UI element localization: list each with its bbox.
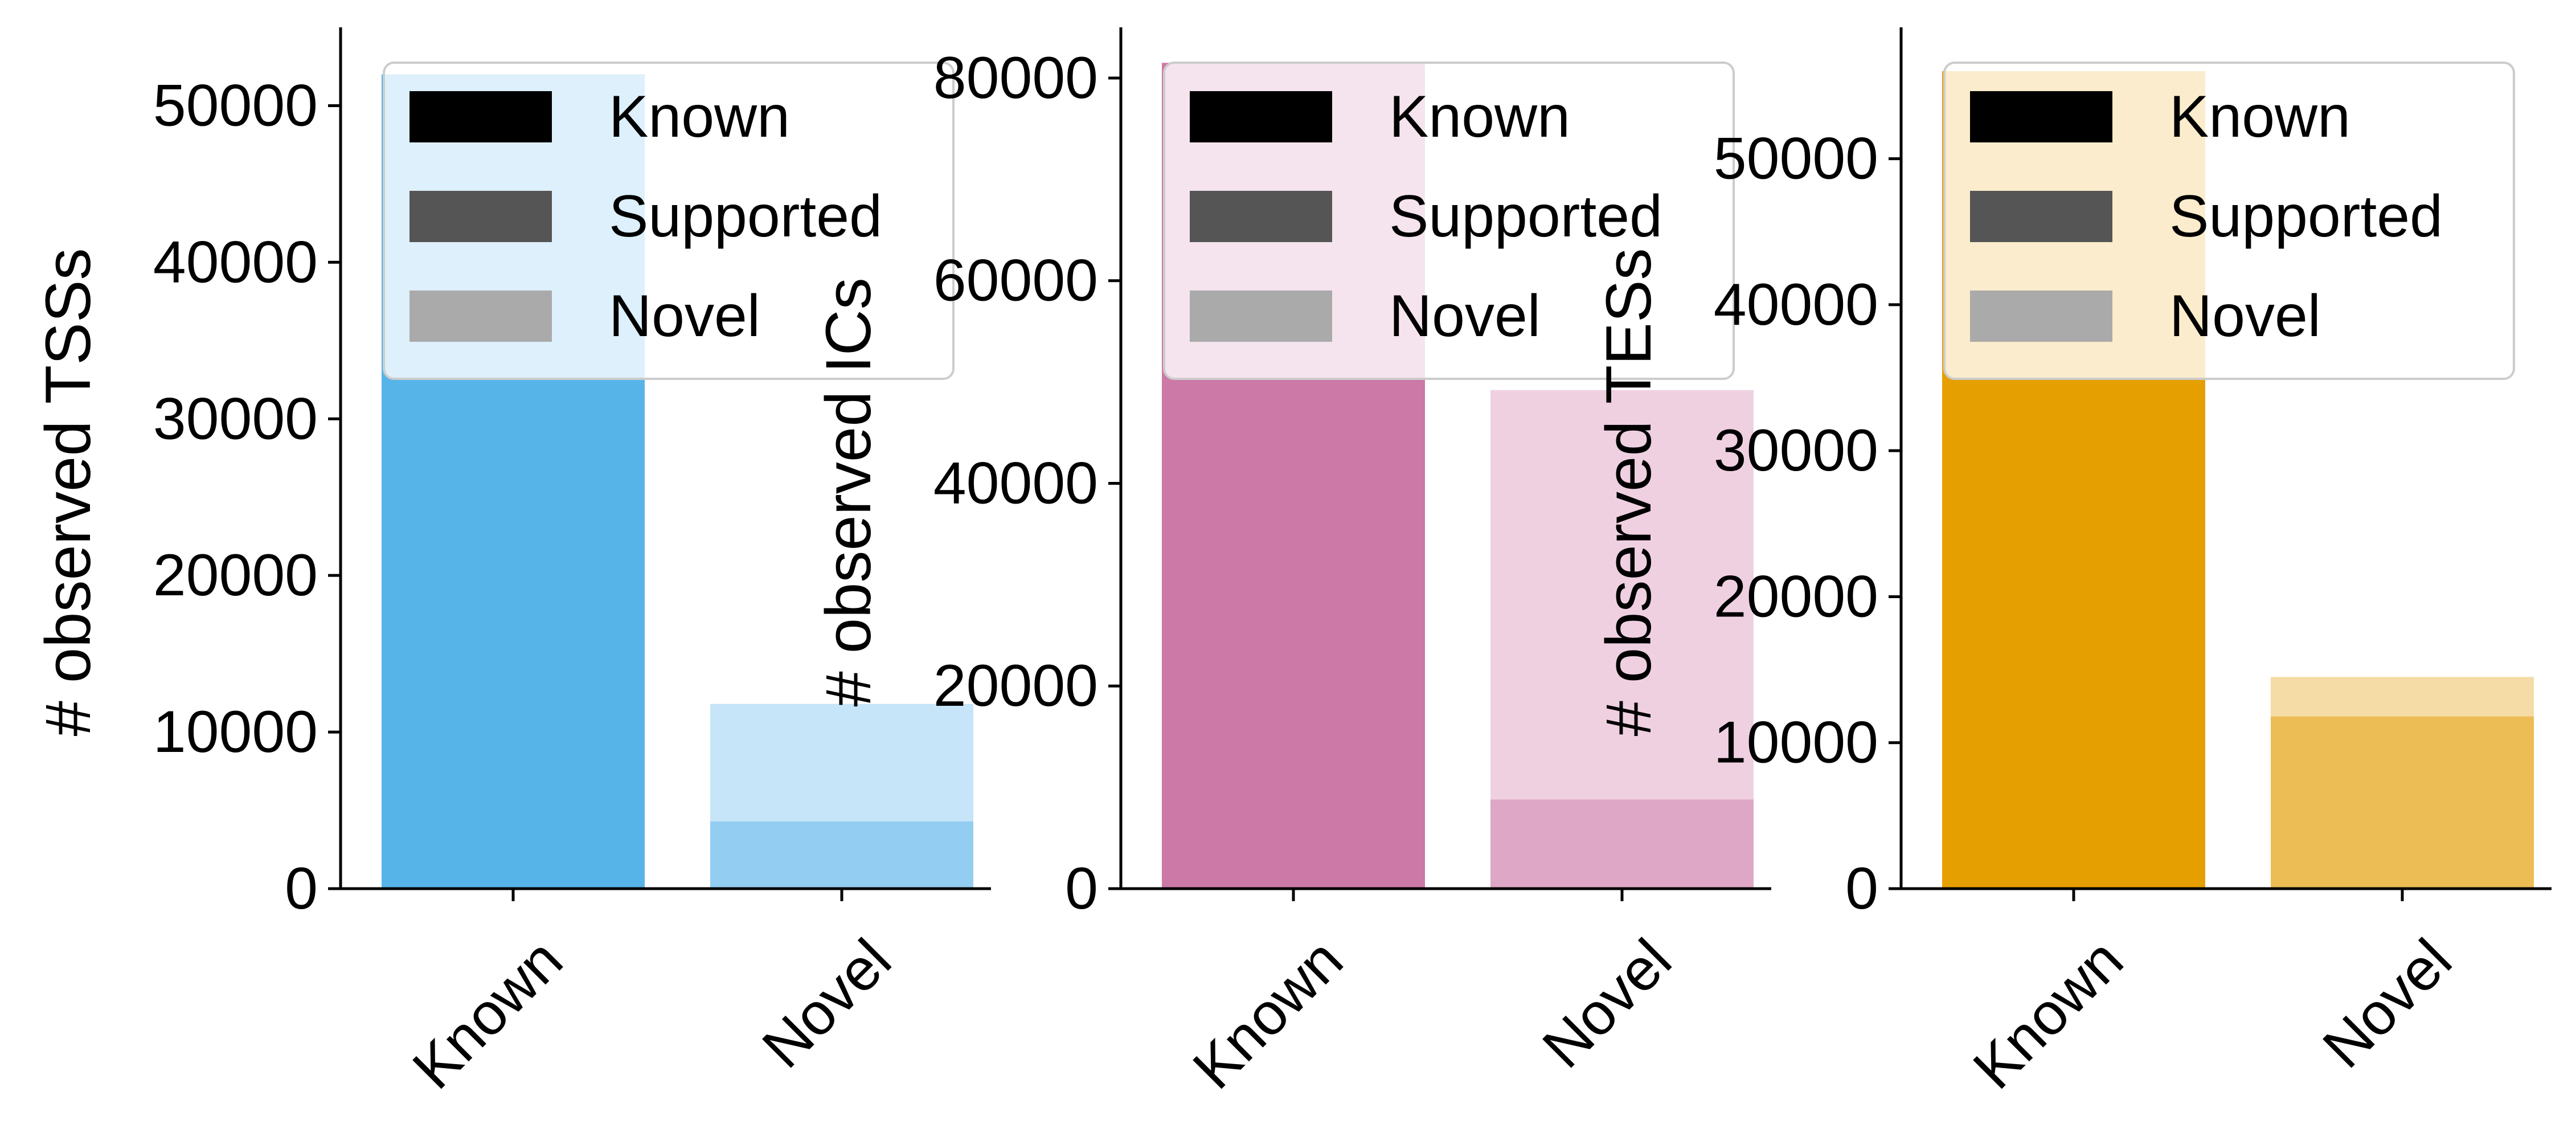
- chart-panel-3: 0 10000 20000 30000 40000 50000 Known Novel # ob…: [1593, 27, 2552, 1102]
- y-axis-label: # observed ICs: [813, 277, 884, 706]
- y-axis-label: # observed TSSs: [32, 248, 104, 736]
- bar-novel-novel: [710, 704, 973, 821]
- x-tick-label: Novel: [1530, 927, 1684, 1081]
- legend-swatch-known: [1190, 91, 1332, 142]
- legend: Known Supported Novel: [1163, 62, 1735, 380]
- legend-swatch-known: [409, 91, 552, 142]
- bar-novel-novel: [1490, 390, 1754, 800]
- legend-label: Supported: [1389, 183, 1662, 250]
- legend-swatch-supported: [1190, 191, 1332, 242]
- y-axis-label: # observed TESs: [1593, 248, 1664, 736]
- y-tick-label: 40000: [933, 450, 1098, 516]
- y-tick-label: 20000: [1714, 563, 1878, 629]
- legend-label: Supported: [609, 183, 882, 250]
- legend-label: Known: [609, 84, 790, 150]
- y-tick-label: 50000: [153, 72, 318, 138]
- legend-label: Supported: [2169, 183, 2443, 250]
- y-tick-label: 60000: [933, 248, 1098, 314]
- y-tick-label: 20000: [153, 542, 318, 608]
- bar-novel-novel: [2271, 677, 2534, 717]
- x-tick-label: Known: [1181, 927, 1355, 1102]
- x-tick-label: Known: [1961, 927, 2136, 1102]
- bar-novel-supported: [1490, 799, 1754, 889]
- y-tick-label: 0: [1065, 856, 1098, 922]
- y-tick-label: 40000: [1714, 272, 1878, 338]
- y-tick-label: 10000: [1714, 710, 1878, 776]
- y-tick-label: 30000: [153, 386, 318, 452]
- y-tick-label: 0: [285, 856, 318, 922]
- legend-label: Novel: [2169, 283, 2321, 349]
- y-tick-label: 0: [1845, 856, 1878, 922]
- legend-label: Novel: [609, 283, 760, 349]
- legend-swatch-supported: [409, 191, 552, 242]
- y-tick-label: 10000: [153, 699, 318, 765]
- y-tick-label: 30000: [1714, 418, 1878, 484]
- y-tick-label: 50000: [1714, 126, 1878, 192]
- legend-label: Known: [1389, 84, 1570, 150]
- legend-label: Novel: [1389, 283, 1541, 349]
- legend-label: Known: [2169, 84, 2350, 150]
- legend-swatch-novel: [409, 291, 552, 342]
- y-tick-label: 20000: [933, 653, 1098, 719]
- bar-novel-supported: [710, 821, 973, 889]
- legend-swatch-novel: [1970, 291, 2112, 342]
- legend: Known Supported Novel: [1943, 62, 2515, 380]
- legend: Known Supported Novel: [383, 62, 955, 380]
- legend-swatch-known: [1970, 91, 2112, 142]
- x-tick-label: Known: [400, 927, 575, 1102]
- x-tick-label: Novel: [2311, 927, 2464, 1081]
- y-tick-label: 40000: [153, 229, 318, 295]
- legend-swatch-novel: [1190, 291, 1332, 342]
- legend-swatch-supported: [1970, 191, 2112, 242]
- bar-novel-supported: [2271, 716, 2534, 889]
- x-tick-label: Novel: [750, 927, 904, 1081]
- y-tick-label: 80000: [933, 45, 1098, 111]
